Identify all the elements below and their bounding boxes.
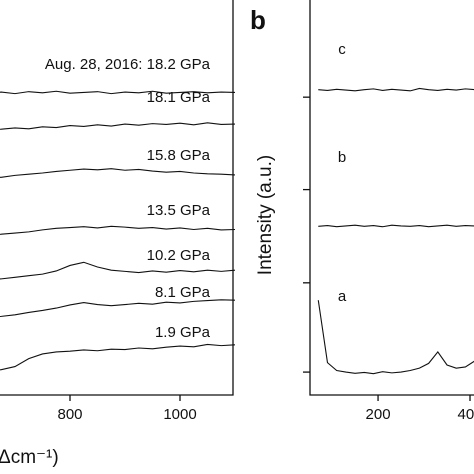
axis-frame <box>309 0 474 396</box>
spectrum-line <box>317 300 474 375</box>
axis-frame <box>0 0 234 396</box>
spectrum-line <box>0 299 236 318</box>
panel-label: b <box>250 5 266 35</box>
spectrum-line <box>318 87 474 92</box>
x-tick-label: 1000 <box>163 406 196 423</box>
spectrum-line <box>0 168 236 178</box>
spectrum-line <box>0 225 236 235</box>
series-label: 15.8 GPa <box>147 147 211 164</box>
x-axis-label: Δcm⁻¹) <box>0 447 59 468</box>
x-tick-label: 400 <box>457 406 474 423</box>
series-label: c <box>338 41 346 58</box>
x-tick-label: 800 <box>57 406 82 423</box>
series-label: 18.1 GPa <box>147 89 211 106</box>
spectrum-line <box>0 90 236 95</box>
series-label: 8.1 GPa <box>155 284 211 301</box>
series-label: 10.2 GPa <box>147 247 211 264</box>
series-label: a <box>338 288 347 305</box>
series-label: Aug. 28, 2016: 18.2 GPa <box>45 56 211 73</box>
y-axis-label: Intensity (a.u.) <box>255 155 276 275</box>
series-label: 13.5 GPa <box>147 202 211 219</box>
spectrum-line <box>0 122 236 130</box>
spectrum-line <box>0 261 236 280</box>
series-label: b <box>338 149 346 166</box>
series-label: 1.9 GPa <box>155 324 211 341</box>
spectrum-line <box>0 343 236 371</box>
x-tick-label: 200 <box>366 406 391 423</box>
spectrum-line <box>318 224 474 228</box>
